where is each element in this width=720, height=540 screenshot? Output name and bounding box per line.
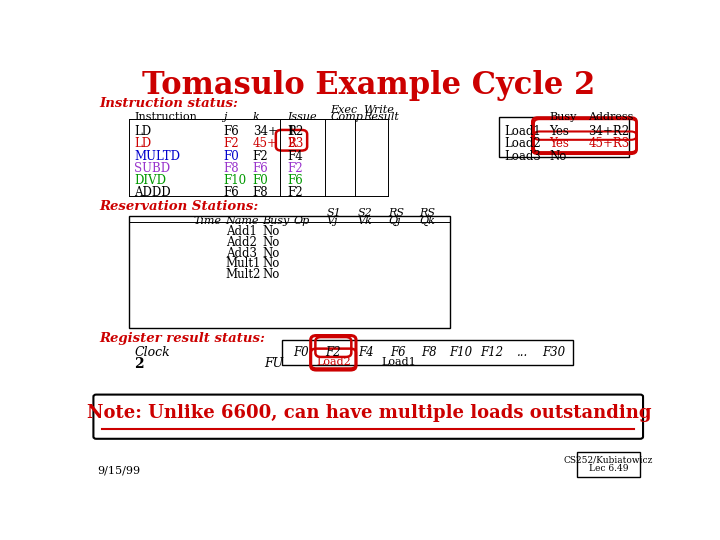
Text: 45+: 45+ bbox=[253, 137, 278, 150]
Text: Comp: Comp bbox=[330, 112, 363, 122]
Text: No: No bbox=[262, 268, 279, 281]
Text: F10: F10 bbox=[449, 346, 472, 359]
Text: F4: F4 bbox=[287, 150, 303, 163]
Bar bbox=[577, 452, 640, 477]
Text: F6: F6 bbox=[287, 174, 303, 187]
Text: Reservation Stations:: Reservation Stations: bbox=[99, 200, 258, 213]
Text: No: No bbox=[549, 150, 567, 163]
Text: Issue: Issue bbox=[287, 112, 318, 122]
Text: F2: F2 bbox=[287, 186, 303, 199]
Text: Tomasulo Example Cycle 2: Tomasulo Example Cycle 2 bbox=[143, 70, 595, 101]
Text: Load2: Load2 bbox=[316, 357, 351, 367]
Text: F4: F4 bbox=[358, 346, 374, 359]
Text: Register result status:: Register result status: bbox=[99, 332, 265, 345]
Text: Name: Name bbox=[225, 215, 259, 226]
Text: LD: LD bbox=[134, 137, 151, 150]
Text: Lec 6.49: Lec 6.49 bbox=[589, 464, 629, 472]
Text: 34+: 34+ bbox=[253, 125, 278, 138]
Text: Op: Op bbox=[294, 215, 310, 226]
Text: Note: Unlike 6600, can have multiple loads outstanding: Note: Unlike 6600, can have multiple loa… bbox=[86, 403, 652, 422]
Text: No: No bbox=[262, 257, 279, 271]
Text: Busy: Busy bbox=[549, 112, 577, 122]
Text: DIVD: DIVD bbox=[134, 174, 166, 187]
Bar bbox=[282, 340, 573, 365]
Text: F8: F8 bbox=[422, 346, 437, 359]
Text: Qk: Qk bbox=[419, 215, 436, 226]
Text: F8: F8 bbox=[223, 162, 239, 175]
Text: S1: S1 bbox=[326, 208, 341, 218]
Text: Load1: Load1 bbox=[381, 357, 416, 367]
Text: F6: F6 bbox=[223, 125, 239, 138]
Text: F8: F8 bbox=[253, 186, 269, 199]
Text: F10: F10 bbox=[223, 174, 246, 187]
Text: Qj: Qj bbox=[388, 215, 401, 226]
Text: Address: Address bbox=[588, 112, 634, 122]
Text: F12: F12 bbox=[480, 346, 503, 359]
Text: Exec: Exec bbox=[330, 105, 358, 115]
Text: j: j bbox=[223, 112, 227, 122]
Text: 2: 2 bbox=[287, 137, 295, 150]
Text: Instruction status:: Instruction status: bbox=[99, 97, 238, 110]
Text: Write: Write bbox=[363, 105, 394, 115]
Text: Vk: Vk bbox=[357, 215, 372, 226]
Text: Instruction: Instruction bbox=[134, 112, 197, 122]
Text: Mult2: Mult2 bbox=[225, 268, 261, 281]
Text: R2: R2 bbox=[287, 125, 304, 138]
Text: S2: S2 bbox=[357, 208, 372, 218]
Text: MULTD: MULTD bbox=[134, 150, 180, 163]
Text: Vj: Vj bbox=[326, 215, 338, 226]
Text: Busy: Busy bbox=[262, 215, 289, 226]
Text: F0: F0 bbox=[223, 150, 239, 163]
Text: R3: R3 bbox=[287, 137, 304, 150]
Text: Load3: Load3 bbox=[505, 150, 541, 163]
Text: 2: 2 bbox=[134, 357, 144, 372]
Text: 1: 1 bbox=[287, 125, 295, 138]
Text: F0: F0 bbox=[293, 346, 309, 359]
Text: F2: F2 bbox=[253, 150, 269, 163]
Text: F0: F0 bbox=[253, 174, 269, 187]
Text: F30: F30 bbox=[542, 346, 565, 359]
Text: Add2: Add2 bbox=[225, 236, 256, 249]
Text: CS252/Kubiatowicz: CS252/Kubiatowicz bbox=[564, 456, 653, 465]
Text: ADDD: ADDD bbox=[134, 186, 171, 199]
Text: No: No bbox=[262, 247, 279, 260]
Text: Add3: Add3 bbox=[225, 247, 256, 260]
Bar bbox=[129, 217, 451, 328]
Text: FU: FU bbox=[264, 357, 284, 370]
Text: ...: ... bbox=[517, 346, 528, 359]
Text: F2: F2 bbox=[223, 137, 239, 150]
Text: Add1: Add1 bbox=[225, 225, 256, 238]
Text: k: k bbox=[253, 112, 259, 122]
Text: Time: Time bbox=[193, 215, 221, 226]
Text: Yes: Yes bbox=[549, 137, 570, 150]
Text: 34+R2: 34+R2 bbox=[588, 125, 629, 138]
Text: RS: RS bbox=[388, 208, 405, 218]
Text: F2: F2 bbox=[325, 346, 341, 359]
Text: LD: LD bbox=[134, 125, 151, 138]
Text: 45+R3: 45+R3 bbox=[588, 137, 629, 150]
Text: F2: F2 bbox=[287, 162, 303, 175]
Bar bbox=[499, 117, 629, 157]
Text: F6: F6 bbox=[391, 346, 406, 359]
Text: Load2: Load2 bbox=[505, 137, 541, 150]
Text: SUBD: SUBD bbox=[134, 162, 171, 175]
Text: RS: RS bbox=[419, 208, 436, 218]
Text: F6: F6 bbox=[223, 186, 239, 199]
Text: 9/15/99: 9/15/99 bbox=[98, 465, 141, 475]
Text: Load1: Load1 bbox=[505, 125, 541, 138]
Text: No: No bbox=[262, 225, 279, 238]
Text: Mult1: Mult1 bbox=[225, 257, 261, 271]
Text: Result: Result bbox=[363, 112, 399, 122]
Text: F6: F6 bbox=[253, 162, 269, 175]
Text: No: No bbox=[262, 236, 279, 249]
Text: Yes: Yes bbox=[549, 125, 570, 138]
Text: Clock: Clock bbox=[134, 346, 170, 359]
